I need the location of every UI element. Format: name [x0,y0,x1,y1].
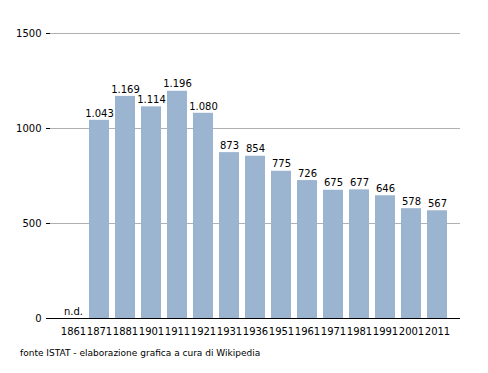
svg-text:675: 675 [324,177,343,188]
svg-text:1971: 1971 [321,326,346,337]
svg-text:646: 646 [376,183,395,194]
svg-text:1951: 1951 [269,326,294,337]
svg-text:0: 0 [35,313,41,324]
svg-text:873: 873 [220,140,239,151]
svg-text:677: 677 [350,177,369,188]
svg-text:567: 567 [428,198,447,209]
svg-text:n.d.: n.d. [64,306,83,317]
svg-text:1881: 1881 [113,326,138,337]
svg-text:2001: 2001 [399,326,424,337]
svg-text:578: 578 [402,196,421,207]
svg-text:1.080: 1.080 [189,101,218,112]
svg-text:1961: 1961 [295,326,320,337]
svg-text:1911: 1911 [165,326,190,337]
svg-text:854: 854 [246,143,265,154]
svg-text:1901: 1901 [139,326,164,337]
svg-text:1861: 1861 [61,326,86,337]
svg-text:1500: 1500 [16,28,41,39]
svg-text:775: 775 [272,158,291,169]
svg-text:1.043: 1.043 [85,108,114,119]
svg-text:500: 500 [22,218,41,229]
svg-text:1000: 1000 [16,123,41,134]
svg-text:1871: 1871 [87,326,112,337]
svg-text:1.169: 1.169 [111,84,140,95]
svg-text:1931: 1931 [217,326,242,337]
html-text:fonte ISTAT - elaborazione gra: fonte ISTAT - elaborazione grafica a cur… [20,348,261,358]
svg-text:1991: 1991 [373,326,398,337]
svg-text:1921: 1921 [191,326,216,337]
svg-text:1.196: 1.196 [163,78,192,89]
svg-text:726: 726 [298,168,317,179]
svg-text:1.114: 1.114 [137,94,166,105]
svg-text:1936: 1936 [243,326,268,337]
svg-text:1981: 1981 [347,326,372,337]
svg-text:2011: 2011 [425,326,450,337]
